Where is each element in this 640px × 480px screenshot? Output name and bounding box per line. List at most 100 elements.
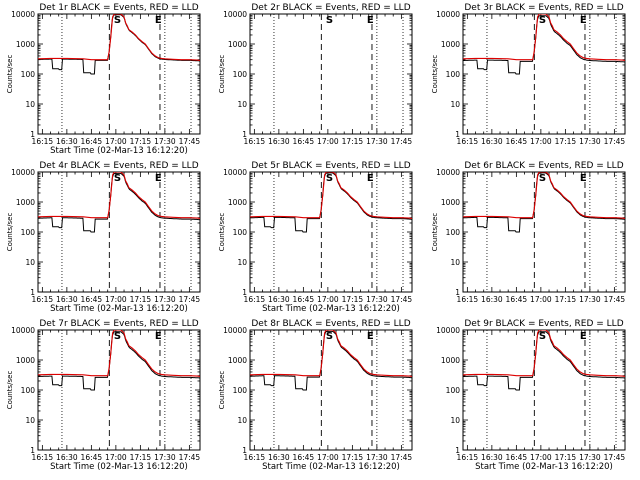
y-tick-label: 10 <box>237 416 247 425</box>
y-axis-label: Counts/sec <box>431 213 439 252</box>
x-tick-label: 16:30 <box>268 137 290 146</box>
x-tick-label: 17:45 <box>391 137 413 146</box>
y-tick-label: 100 <box>21 386 36 395</box>
y-tick-label: 100 <box>233 70 248 79</box>
y-tick-label: 100 <box>233 228 248 237</box>
marker-s: S <box>539 173 546 184</box>
x-tick-label: 16:15 <box>457 453 479 462</box>
lld-series-line <box>463 330 625 377</box>
y-axis-label: Counts/sec <box>218 213 226 252</box>
lld-series-line <box>250 330 412 377</box>
chart-title: Det 6r BLACK = Events, RED = LLD <box>464 161 623 171</box>
y-tick-label: 100 <box>21 70 36 79</box>
marker-e: E <box>155 173 162 184</box>
marker-s: S <box>539 15 546 26</box>
y-tick-label: 10000 <box>11 326 35 335</box>
x-axis-label: Start Time (02-Mar-13 16:12:20) <box>50 462 188 472</box>
y-tick-label: 1 <box>30 130 35 139</box>
x-tick-label: 16:45 <box>81 453 103 462</box>
events-series-line <box>463 15 625 75</box>
marker-s: S <box>114 15 121 26</box>
y-tick-label: 1000 <box>228 198 247 207</box>
chart-title: Det 1r BLACK = Events, RED = LLD <box>39 3 198 13</box>
x-tick-label: 17:00 <box>317 137 339 146</box>
y-tick-label: 100 <box>446 386 461 395</box>
x-tick-label: 17:15 <box>130 295 152 304</box>
x-tick-label: 17:30 <box>154 137 176 146</box>
y-tick-label: 10000 <box>11 10 35 19</box>
x-tick-label: 16:15 <box>457 137 479 146</box>
events-series-line <box>463 331 625 391</box>
y-tick-label: 10 <box>450 416 460 425</box>
x-tick-label: 17:00 <box>105 453 127 462</box>
chart-title: Det 7r BLACK = Events, RED = LLD <box>39 319 198 329</box>
y-tick-label: 1000 <box>16 356 35 365</box>
y-tick-label: 1 <box>30 446 35 455</box>
events-series-line <box>38 14 200 75</box>
x-tick-label: 16:15 <box>244 137 266 146</box>
marker-e: E <box>580 331 587 342</box>
x-tick-label: 16:30 <box>56 453 78 462</box>
panel-det-3: Det 3r BLACK = Events, RED = LLD 16:15 16:… <box>431 3 626 146</box>
x-tick-label: 16:45 <box>293 295 315 304</box>
chart-title: Det 3r BLACK = Events, RED = LLD <box>464 3 623 13</box>
x-tick-label: 17:00 <box>317 295 339 304</box>
marker-s: S <box>326 173 333 184</box>
y-tick-label: 1 <box>455 130 460 139</box>
events-series-line <box>250 172 412 233</box>
marker-s: S <box>114 331 121 342</box>
x-tick-label: 16:45 <box>506 137 528 146</box>
y-tick-label: 1000 <box>228 356 247 365</box>
marker-s: S <box>326 15 333 26</box>
x-tick-label: 16:45 <box>506 295 528 304</box>
y-tick-label: 10000 <box>11 168 35 177</box>
y-tick-label: 10 <box>237 258 247 267</box>
y-tick-label: 1 <box>242 288 247 297</box>
panel-det-2: Det 2r BLACK = Events, RED = LLD 16:15 16:… <box>218 3 413 146</box>
x-tick-label: 17:45 <box>179 295 201 304</box>
x-tick-label: 17:15 <box>342 295 364 304</box>
x-tick-label: 17:15 <box>555 295 577 304</box>
x-tick-label: 17:15 <box>130 453 152 462</box>
y-tick-label: 10 <box>237 100 247 109</box>
x-tick-label: 16:45 <box>81 295 103 304</box>
y-axis-label: Counts/sec <box>218 371 226 410</box>
chart-title: Det 5r BLACK = Events, RED = LLD <box>251 161 410 171</box>
y-tick-label: 10 <box>450 100 460 109</box>
marker-s: S <box>539 331 546 342</box>
chart-title: Det 2r BLACK = Events, RED = LLD <box>251 3 410 13</box>
x-tick-label: 16:15 <box>32 295 54 304</box>
y-axis-label: Counts/sec <box>6 55 14 94</box>
x-axis-label: Start Time (02-Mar-13 16:12:20) <box>262 462 400 472</box>
x-tick-label: 17:00 <box>105 295 127 304</box>
x-tick-label: 17:45 <box>391 295 413 304</box>
x-tick-label: 17:15 <box>342 453 364 462</box>
chart-title: Det 9r BLACK = Events, RED = LLD <box>464 319 623 329</box>
x-tick-label: 17:30 <box>579 453 601 462</box>
marker-e: E <box>580 173 587 184</box>
x-tick-label: 17:45 <box>604 295 626 304</box>
x-tick-label: 17:30 <box>579 137 601 146</box>
x-tick-label: 16:45 <box>293 453 315 462</box>
y-tick-label: 1 <box>455 446 460 455</box>
x-tick-label: 16:15 <box>244 453 266 462</box>
y-tick-label: 10000 <box>436 10 460 19</box>
lld-series-line <box>38 14 200 61</box>
x-tick-label: 16:15 <box>32 453 54 462</box>
y-tick-label: 10 <box>25 100 35 109</box>
y-tick-label: 10000 <box>223 326 247 335</box>
y-tick-label: 100 <box>233 386 248 395</box>
y-tick-label: 100 <box>21 228 36 237</box>
y-tick-label: 1000 <box>16 198 35 207</box>
marker-e: E <box>367 331 374 342</box>
y-tick-label: 1000 <box>441 40 460 49</box>
x-tick-label: 16:30 <box>268 295 290 304</box>
x-tick-label: 17:00 <box>530 295 552 304</box>
marker-s: S <box>114 173 121 184</box>
x-tick-label: 17:45 <box>179 453 201 462</box>
lld-series-line <box>463 14 625 61</box>
